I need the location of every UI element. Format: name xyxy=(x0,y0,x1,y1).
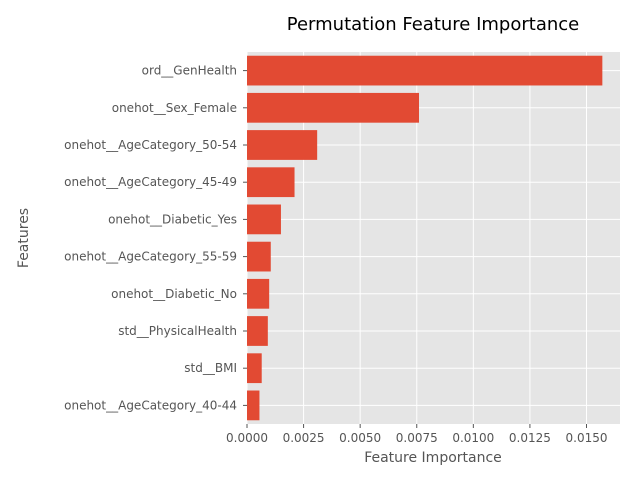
chart-title: Permutation Feature Importance xyxy=(287,14,580,35)
x-tick-label: 0.0025 xyxy=(283,431,325,445)
x-tick-label: 0.0050 xyxy=(339,431,381,445)
y-tick-labels: ord__GenHealth onehot__Sex_Female onehot__… xyxy=(64,64,237,413)
bar-onehot__Diabetic_Yes xyxy=(247,205,281,235)
bar-std__BMI xyxy=(247,353,262,383)
bar-onehot__AgeCategory_45-49 xyxy=(247,167,295,197)
bar-ord__GenHealth xyxy=(247,56,602,86)
y-tick-label: onehot__AgeCategory_40-44 xyxy=(64,398,237,412)
y-tick-label: onehot__Sex_Female xyxy=(112,101,237,115)
bar-onehot__Diabetic_No xyxy=(247,279,269,309)
y-tick-label: std__PhysicalHealth xyxy=(118,324,237,338)
x-tick-label: 0.0075 xyxy=(396,431,438,445)
y-tick-label: onehot__AgeCategory_55-59 xyxy=(64,250,237,264)
bar-onehot__AgeCategory_55-59 xyxy=(247,242,271,272)
x-axis-label: Feature Importance xyxy=(364,450,502,466)
x-tick-label: 0.0000 xyxy=(226,431,268,445)
bar-onehot__Sex_Female xyxy=(247,93,419,123)
x-tick-label: 0.0125 xyxy=(509,431,551,445)
x-tick-label: 0.0150 xyxy=(566,431,608,445)
x-tick-label: 0.0100 xyxy=(452,431,494,445)
y-tick-label: onehot__Diabetic_Yes xyxy=(108,212,237,226)
y-tick-label: onehot__AgeCategory_50-54 xyxy=(64,138,237,152)
y-tick-label: onehot__AgeCategory_45-49 xyxy=(64,175,237,189)
x-tick-labels: 0.0000 0.0025 0.0050 0.0075 0.0100 0.0125 0.01… xyxy=(226,431,608,445)
y-tick-label: std__BMI xyxy=(184,361,237,375)
y-axis-label: Features xyxy=(16,208,32,268)
bar-onehot__AgeCategory_40-44 xyxy=(247,391,259,421)
bar-std__PhysicalHealth xyxy=(247,316,268,346)
y-tick-label: onehot__Diabetic_No xyxy=(111,287,237,301)
y-tick-label: ord__GenHealth xyxy=(142,64,237,78)
bar-onehot__AgeCategory_50-54 xyxy=(247,130,317,160)
